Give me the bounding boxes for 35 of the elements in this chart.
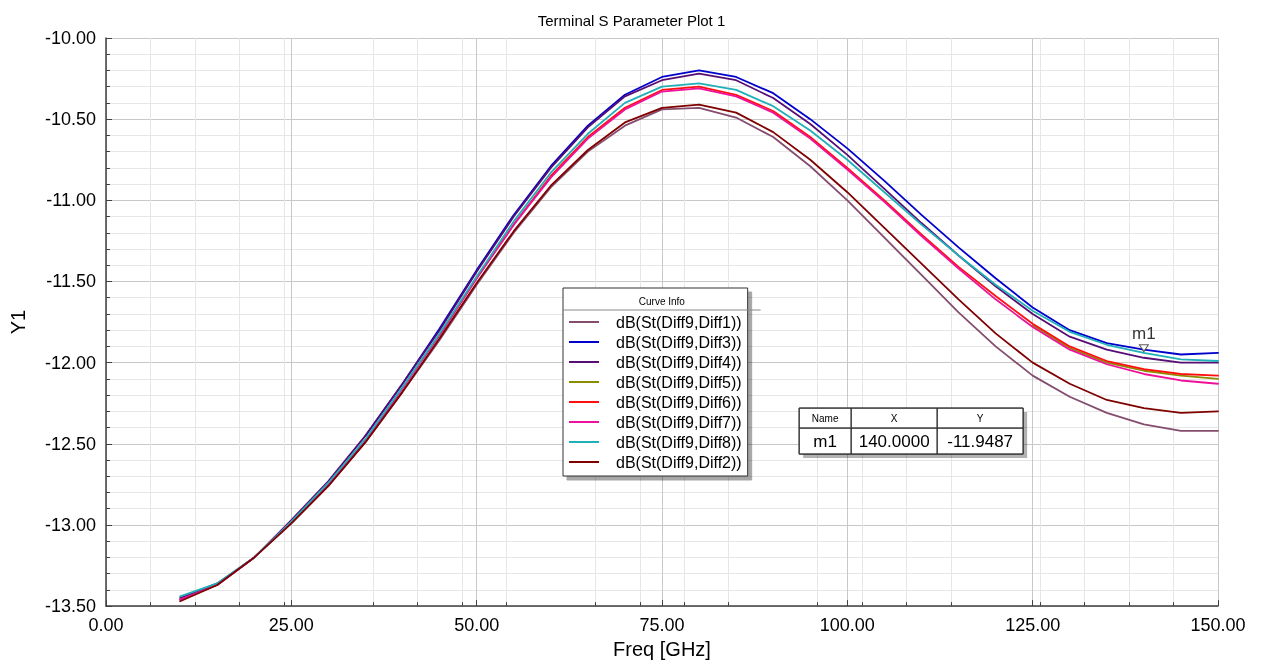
y-tick-label: -10.50 bbox=[44, 109, 96, 130]
x-tick-label: 50.00 bbox=[454, 615, 500, 636]
y-tick-label: -13.50 bbox=[44, 596, 96, 617]
annotation: 140.0000 bbox=[858, 431, 930, 451]
x-tick-label: 150.00 bbox=[1190, 615, 1246, 636]
annotation: Y bbox=[976, 412, 984, 424]
legend-label: dB(St(Diff9,Diff1)) bbox=[616, 313, 742, 331]
y-tick-label: -12.50 bbox=[44, 433, 96, 454]
annotation: m1 bbox=[1132, 324, 1156, 344]
y-tick-label: -12.00 bbox=[44, 352, 96, 373]
legend-label: dB(St(Diff9,Diff8)) bbox=[616, 433, 742, 451]
legend-label: dB(St(Diff9,Diff4)) bbox=[616, 353, 742, 371]
x-tick-label: 100.00 bbox=[819, 615, 875, 636]
x-tick-label: 125.00 bbox=[1005, 615, 1061, 636]
legend-label: dB(St(Diff9,Diff2)) bbox=[616, 453, 742, 471]
legend-label: dB(St(Diff9,Diff6)) bbox=[616, 393, 742, 411]
y-axis-title: Y1 bbox=[7, 309, 29, 335]
legend-title: Curve Info bbox=[638, 295, 686, 307]
annotation: X bbox=[890, 412, 898, 424]
legend-label: dB(St(Diff9,Diff3)) bbox=[616, 333, 742, 351]
y-tick-label: -10.00 bbox=[44, 28, 96, 48]
x-tick-label: 25.00 bbox=[268, 615, 314, 636]
line-series bbox=[1031, 324, 1219, 380]
chart-title: Terminal S Parameter Plot 1 bbox=[537, 12, 726, 29]
x-axis-title: Freq [GHz] bbox=[613, 638, 711, 660]
annotation: -11.9487 bbox=[947, 431, 1014, 451]
annotation: Name bbox=[811, 412, 839, 424]
x-tick-label: 75.00 bbox=[639, 615, 685, 636]
legend-label: dB(St(Diff9,Diff5)) bbox=[616, 373, 742, 391]
x-tick-label: 0.00 bbox=[88, 615, 124, 636]
y-tick-label: -11.00 bbox=[46, 190, 96, 211]
y-tick-label: -11.50 bbox=[46, 271, 96, 292]
legend-label: dB(St(Diff9,Diff7)) bbox=[616, 413, 742, 431]
y-tick-label: -13.00 bbox=[44, 514, 96, 535]
annotation: m1 bbox=[813, 431, 837, 451]
